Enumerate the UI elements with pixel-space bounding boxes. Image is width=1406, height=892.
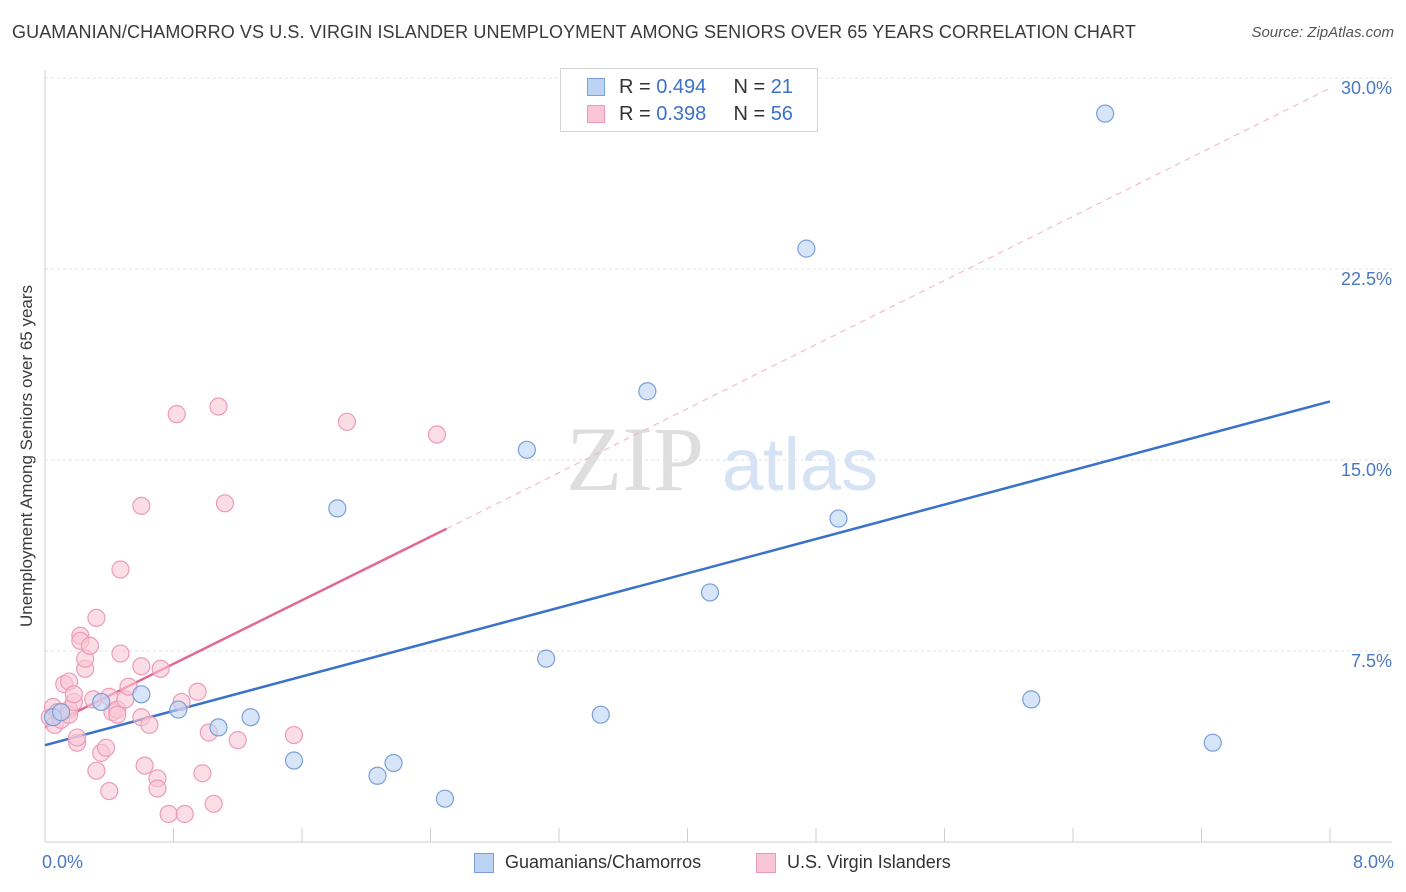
data-point-virgin-islander (209, 397, 228, 416)
data-point-virgin-islander (284, 725, 304, 745)
axis-layer (44, 70, 1392, 843)
x-tick-max: 8.0% (1352, 852, 1394, 872)
data-point-virgin-islander (167, 405, 186, 424)
data-point-virgin-islander (204, 794, 223, 813)
data-point-guamanian (700, 583, 720, 602)
data-point-virgin-islander (140, 715, 159, 734)
source-label: Source: ZipAtlas.com (1251, 24, 1394, 41)
watermark-atlas: atlas (722, 423, 878, 506)
data-point-virgin-islander (132, 657, 151, 676)
data-point-virgin-islander (427, 425, 447, 444)
bottom-legend-label: Guamanians/Chamorros (505, 852, 702, 872)
data-point-guamanian (92, 692, 111, 712)
bottom-legend-label: U.S. Virgin Islanders (787, 852, 951, 872)
legend-swatch-pink (587, 105, 605, 123)
data-point-guamanian (51, 703, 71, 722)
legend-n-label: N = (733, 76, 771, 98)
data-point-virgin-islander (193, 764, 212, 783)
data-point-guamanian (638, 382, 657, 401)
data-point-virgin-islander (111, 560, 130, 579)
data-point-virgin-islander (132, 496, 151, 515)
data-point-virgin-islander (228, 731, 247, 750)
data-point-virgin-islander (87, 761, 106, 780)
chart-title: GUAMANIAN/CHAMORRO VS U.S. VIRGIN ISLAND… (12, 22, 1136, 42)
data-point-virgin-islander (68, 728, 87, 747)
data-point-virgin-islander (135, 756, 154, 775)
y-axis-label: Unemployment Among Seniors over 65 years (17, 284, 36, 628)
data-point-guamanian (209, 718, 228, 737)
data-point-virgin-islander (159, 804, 178, 824)
y-tick-labels: 7.5% 15.0% 22.5% 30.0% (1341, 78, 1392, 671)
data-point-guamanian (829, 509, 848, 528)
data-point-virgin-islander (108, 705, 127, 724)
legend-swatch-blue (587, 78, 605, 96)
legend-n-value: 21 (770, 76, 793, 98)
correlation-legend: R = 0.494 N = 21 R = 0.398 N = 56 (560, 68, 818, 132)
data-point-guamanian (797, 239, 816, 258)
legend-r-value: 0.398 (656, 103, 707, 125)
data-point-virgin-islander (96, 738, 116, 757)
y-tick-label: 7.5% (1351, 651, 1392, 671)
legend-n-label: N = (733, 103, 771, 125)
data-point-guamanian (1096, 104, 1115, 123)
watermark: ZIP atlas (566, 408, 878, 510)
y-tick-label: 22.5% (1341, 269, 1392, 289)
data-point-virgin-islander (175, 804, 194, 824)
data-point-virgin-islander (111, 644, 130, 663)
y-tick-label: 30.0% (1341, 78, 1392, 98)
data-point-virgin-islander (64, 685, 84, 704)
data-point-guamanian (169, 700, 188, 719)
data-point-guamanian (517, 440, 536, 459)
data-point-guamanian (241, 708, 260, 727)
bottom-legend-swatch-pink (756, 853, 776, 873)
x-tick-min: 0.0% (42, 852, 84, 872)
data-point-guamanian (591, 705, 610, 724)
data-point-virgin-islander (215, 494, 234, 513)
data-point-virgin-islander (87, 608, 106, 627)
watermark-zip: ZIP (566, 408, 704, 510)
data-point-virgin-islander (151, 659, 170, 678)
data-point-guamanian (132, 685, 151, 704)
data-point-guamanian (368, 766, 387, 785)
data-point-virgin-islander (337, 412, 357, 431)
data-point-guamanian (537, 649, 556, 668)
legend-r-value: 0.494 (656, 76, 707, 98)
trend-line-0 (44, 400, 1331, 747)
data-point-virgin-islander (188, 682, 207, 701)
data-point-guamanian (328, 499, 347, 518)
legend-r-label: R = (619, 103, 657, 125)
points-layer (40, 104, 1222, 824)
data-point-guamanian (1203, 733, 1222, 752)
bottom-legend-swatch-blue (474, 853, 494, 873)
legend-r-label: R = (619, 76, 657, 98)
data-point-guamanian (384, 753, 403, 773)
data-point-guamanian (284, 751, 304, 770)
y-tick-label: 15.0% (1341, 460, 1392, 480)
data-point-virgin-islander (148, 779, 167, 798)
legend-n-value: 56 (770, 103, 793, 125)
data-point-virgin-islander (100, 781, 119, 801)
grid-layer (45, 77, 1392, 652)
data-point-guamanian (1022, 690, 1041, 709)
trend-extension-1 (446, 87, 1331, 530)
data-point-virgin-islander (80, 636, 100, 656)
data-point-guamanian (435, 789, 455, 808)
